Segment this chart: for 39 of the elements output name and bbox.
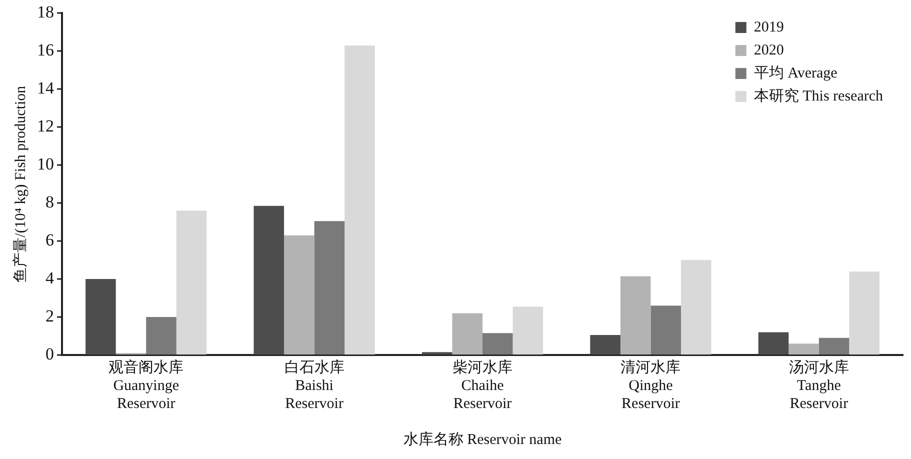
bar [176,210,207,354]
bar [344,45,375,354]
bar [314,221,345,354]
y-tick-label: 0 [46,344,54,364]
bar [452,313,482,354]
bar [849,271,880,354]
y-tick-label: 4 [46,268,54,288]
bar [788,344,819,354]
bar [284,235,314,354]
y-tick-label: 8 [46,192,54,212]
bar [146,317,176,354]
bar [590,335,620,354]
y-tick-label: 14 [37,78,54,98]
y-tick-label: 10 [37,154,54,174]
bar [620,276,651,354]
legend-label: 2020 [754,42,784,58]
x-axis-title: 水库名称 Reservoir name [403,430,562,448]
x-tick-label: 观音阁水库 Guanyinge Reservoir [108,358,184,412]
bar [512,306,544,354]
bar [650,306,681,354]
x-tick-label: 清河水库 Qinghe Reservoir [620,358,681,412]
y-tick-label: 16 [37,40,54,60]
bar [482,333,513,354]
bar [254,206,284,354]
legend-label: 本研究 This research [754,87,884,104]
bar [818,338,850,354]
y-tick-label: 18 [37,2,54,22]
x-tick-label: 柴河水库 Chaihe Reservoir [452,358,512,412]
y-tick-label: 12 [37,116,54,136]
bar [758,332,789,354]
legend-label: 平均 Average [754,64,838,82]
y-tick-label: 6 [46,230,54,250]
x-tick-label: 白石水库 Baishi Reservoir [284,358,344,412]
x-tick-label: 汤河水库 Tanghe Reservoir [788,358,849,412]
bar [86,279,116,354]
y-axis-title: 鱼产量/(10⁴ kg) Fish production [12,85,29,282]
y-tick-label: 2 [46,306,54,326]
bar [680,260,712,354]
legend-label: 2019 [754,19,784,36]
